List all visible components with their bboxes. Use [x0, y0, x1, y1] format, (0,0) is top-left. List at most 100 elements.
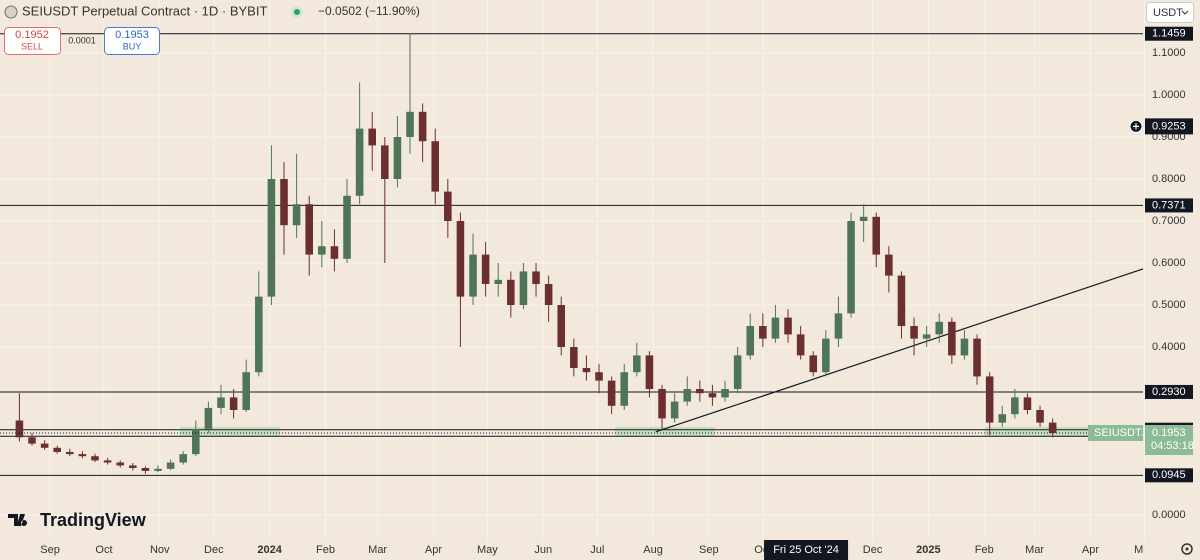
candle-body	[456, 221, 465, 297]
candle-body	[431, 141, 440, 192]
candle-body	[746, 326, 755, 356]
candle-body	[1048, 422, 1057, 433]
x-tick-label: Dec	[863, 544, 883, 556]
sell-label: SELL	[21, 41, 43, 51]
candle-body	[935, 321, 944, 335]
y-tick-label: 0.8000	[1152, 173, 1186, 185]
y-tick-label: 1.0000	[1152, 89, 1186, 101]
candle-body	[103, 460, 112, 463]
candle-body	[280, 179, 288, 226]
crosshair-price-bg	[1145, 118, 1193, 135]
candle-body	[15, 420, 24, 438]
x-tick-label: Mar	[1025, 544, 1044, 556]
candle-body	[179, 454, 187, 463]
candle-body	[633, 355, 641, 373]
candle-body	[166, 462, 175, 469]
candle-body	[66, 452, 74, 455]
support-zone	[615, 426, 715, 437]
brand-name: TradingView	[40, 510, 147, 530]
x-tick-label: Oct	[95, 544, 112, 556]
settings-icon-dot	[1185, 547, 1189, 551]
candle-body	[922, 334, 931, 339]
candle-body	[444, 191, 452, 222]
candle-body	[343, 195, 351, 259]
level-label-bg	[1145, 26, 1193, 41]
candle-body	[1011, 397, 1019, 415]
candle-body	[292, 204, 301, 226]
candle-body	[759, 326, 767, 339]
buy-button[interactable]	[104, 27, 160, 55]
x-tick-label: Jun	[534, 544, 552, 556]
candle-body	[217, 397, 225, 408]
candle-body	[721, 389, 729, 398]
x-tick-label: 2024	[257, 544, 282, 556]
x-tick-label: Jul	[590, 544, 604, 556]
x-tick-label: Sep	[699, 544, 719, 556]
candle-body	[658, 389, 666, 419]
crosshair-date: Fri 25 Oct '24	[773, 544, 839, 556]
level-label: 0.7371	[1152, 199, 1186, 211]
support-zone	[180, 426, 280, 437]
candle-body	[910, 326, 918, 339]
settings-icon[interactable]	[1181, 543, 1193, 555]
dropdown-caret	[1181, 10, 1189, 15]
candle-body	[847, 221, 855, 314]
y-tick-label: 0.6000	[1152, 257, 1186, 269]
candle-body	[620, 372, 629, 406]
candle-body	[53, 447, 61, 453]
sell-button[interactable]	[4, 27, 61, 55]
candle-body	[40, 443, 49, 448]
y-tick-label: 1.1000	[1152, 47, 1186, 59]
candle-body	[154, 468, 162, 471]
overlay: SEIUSDT Perpetual Contract · 1D · BYBIT …	[4, 2, 1194, 555]
brand-logo	[8, 514, 28, 526]
candle-body	[960, 338, 969, 356]
candle-body	[796, 334, 805, 356]
currency-button[interactable]	[1146, 2, 1194, 23]
candle-body	[1023, 397, 1032, 411]
candle-body	[1036, 410, 1044, 423]
candle-body	[368, 128, 377, 146]
x-tick-label: Apr	[1082, 544, 1099, 556]
candle-body	[381, 145, 389, 180]
x-tick-label: Apr	[425, 544, 442, 556]
candle-body	[116, 462, 124, 466]
candle-body	[418, 111, 427, 142]
x-tick-label: Dec	[204, 544, 224, 556]
candle-body	[973, 338, 981, 377]
trend-line	[655, 268, 1144, 433]
candle-body	[771, 317, 780, 339]
candle-body	[255, 296, 263, 373]
sell-price: 0.1952	[15, 29, 49, 41]
crosshair-price: 0.9253	[1152, 120, 1186, 132]
candle-body	[406, 111, 414, 138]
level-label: 0.0945	[1152, 469, 1186, 481]
y-tick-label: 0.4000	[1152, 341, 1186, 353]
candle-body	[998, 414, 1007, 423]
y-tick-label: 0.7000	[1152, 215, 1186, 227]
candle-body	[683, 389, 692, 402]
candle-body	[192, 428, 200, 455]
support-zone	[984, 426, 1091, 437]
candle-body	[28, 437, 36, 444]
price-axis-edge	[1143, 540, 1200, 560]
currency-label: USDT	[1153, 7, 1183, 19]
candle-body	[809, 355, 818, 373]
candle-body	[859, 216, 868, 222]
candle-body	[733, 355, 742, 390]
candle-body	[494, 279, 503, 285]
y-tick-label: 0.5000	[1152, 299, 1186, 311]
candle-body	[834, 313, 843, 339]
level-label-bg	[1145, 468, 1193, 483]
crosshair-date-bg	[764, 540, 849, 560]
candle-body	[670, 401, 679, 419]
x-tick-label: May	[477, 544, 498, 556]
last-price-label: 0.1953	[1152, 427, 1186, 439]
candle-body	[822, 338, 830, 373]
spread: 0.0001	[68, 35, 96, 45]
candle-body	[784, 317, 792, 335]
level-label-bg	[1145, 198, 1193, 213]
